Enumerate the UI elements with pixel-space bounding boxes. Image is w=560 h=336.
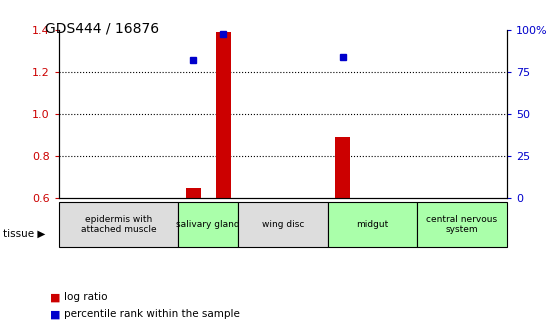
Bar <box>335 137 350 198</box>
Text: ■: ■ <box>50 309 61 319</box>
Text: GDS444 / 16876: GDS444 / 16876 <box>45 22 159 36</box>
Bar <box>59 202 178 247</box>
Text: ■: ■ <box>50 292 61 302</box>
Text: percentile rank within the sample: percentile rank within the sample <box>64 309 240 319</box>
Text: wing disc: wing disc <box>262 220 304 229</box>
Bar <box>328 202 417 247</box>
Bar <box>216 32 231 198</box>
Text: tissue ▶: tissue ▶ <box>3 228 45 239</box>
Bar <box>186 188 200 198</box>
Bar <box>178 202 238 247</box>
Text: epidermis with
attached muscle: epidermis with attached muscle <box>81 215 156 234</box>
Bar <box>238 202 328 247</box>
Bar <box>417 202 507 247</box>
Text: midgut: midgut <box>356 220 389 229</box>
Text: central nervous
system: central nervous system <box>426 215 498 234</box>
Text: log ratio: log ratio <box>64 292 108 302</box>
Text: salivary gland: salivary gland <box>176 220 240 229</box>
